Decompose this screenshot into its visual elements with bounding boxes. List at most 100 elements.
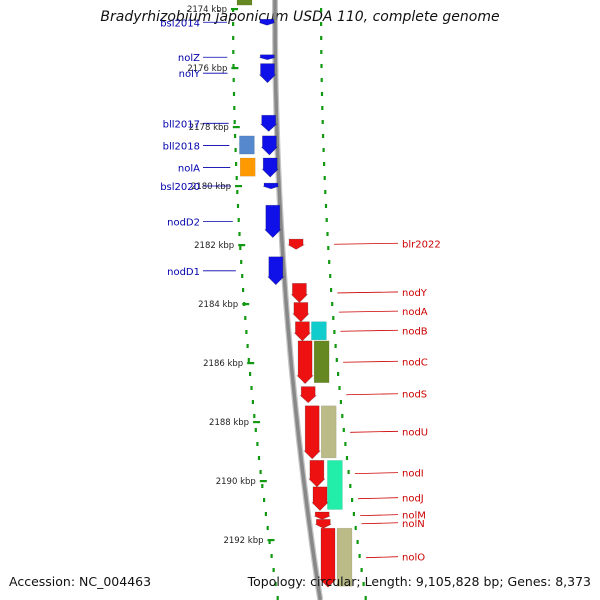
- outer-dotted-guide-dot: [356, 540, 359, 544]
- label-nolZ: nolZ: [178, 53, 200, 64]
- gene-nolM: [314, 511, 331, 520]
- gene-nodA: [292, 302, 310, 323]
- outer-dotted-guide-dot: [333, 330, 336, 334]
- gene-nolZ: [259, 54, 276, 61]
- inner-dotted-guide-dot: [244, 316, 247, 320]
- topology-label: Topology: circular; Length: 9,105,828 bp…: [247, 574, 591, 589]
- tick-mark-2186: [247, 362, 255, 365]
- inner-dotted-guide-dot: [239, 246, 242, 250]
- dotted-guides: [232, 8, 367, 600]
- label-nodJ: nodJ: [402, 494, 424, 505]
- outer-dotted-guide-dot: [358, 554, 361, 558]
- label-nodB: nodB: [402, 326, 428, 337]
- gene-nodC: [296, 340, 314, 385]
- outer-dotted-guide-dot: [320, 50, 323, 54]
- gene-arrows: [258, 18, 337, 588]
- outer-dotted-guide-dot: [347, 470, 350, 474]
- leader-nodJ: [358, 497, 399, 500]
- outer-dotted-guide-dot: [324, 190, 327, 194]
- gene-nodU: [303, 405, 322, 460]
- cog-box: [236, 0, 253, 6]
- inner-dotted-guide-dot: [241, 274, 244, 278]
- tick-label-2180: 2180 kbp: [191, 182, 231, 192]
- label-bll2017: bll2017: [163, 119, 200, 130]
- gene-nodD1: [266, 256, 285, 286]
- outer-dotted-guide-dot: [344, 442, 347, 446]
- outer-dotted-guide-dot: [321, 106, 324, 110]
- tick-mark-2192: [267, 539, 275, 542]
- genome-backbone: [272, 0, 324, 600]
- outer-dotted-guide-dot: [332, 316, 335, 320]
- inner-dotted-guide-dot: [247, 358, 250, 362]
- label-nodU: nodU: [402, 427, 428, 438]
- genome-title: Bradyrhizobium japonicum USDA 110, compl…: [100, 9, 500, 25]
- outer-dotted-guide-dot: [322, 134, 325, 138]
- gene-nolY: [258, 63, 277, 84]
- leader-nodS: [346, 393, 399, 396]
- label-bsl2020: bsl2020: [160, 182, 200, 193]
- gene-nodD2: [263, 204, 282, 239]
- inner-dotted-guide-dot: [249, 372, 252, 376]
- outer-dotted-guide-dot: [339, 400, 342, 404]
- tick-mark-2174: [231, 8, 238, 11]
- label-nodD1: nodD1: [167, 267, 200, 278]
- label-nolN: nolN: [402, 519, 425, 530]
- cog-box: [336, 527, 353, 587]
- outer-dotted-guide-dot: [335, 358, 338, 362]
- tick-label-2186: 2186 kbp: [203, 359, 243, 369]
- inner-dotted-guide-dot: [232, 36, 235, 40]
- inner-dotted-guide-dot: [240, 260, 243, 264]
- gene-nolA: [261, 157, 280, 178]
- inner-dotted-guide-dot: [261, 484, 264, 488]
- accession-label: Accession: NC_004463: [9, 574, 152, 589]
- scale-ticks: 2174 kbp 2176 kbp 2178 kbp 2180 kbp 2182 kbp…: [187, 5, 275, 546]
- outer-dotted-guide-dot: [330, 288, 333, 292]
- tick-mark-2180: [235, 185, 242, 188]
- cog-boxes: [236, 0, 353, 587]
- label-nolA: nolA: [178, 164, 200, 175]
- label-nodA: nodA: [402, 307, 428, 318]
- inner-dotted-guide-dot: [251, 400, 254, 404]
- cog-box: [313, 340, 330, 383]
- inner-dotted-guide-dot: [263, 498, 266, 502]
- gene-nodI: [308, 460, 326, 488]
- leader-nodI: [354, 472, 399, 475]
- leader-nodU: [350, 430, 399, 433]
- inner-dotted-guide-dot: [274, 582, 277, 586]
- outer-dotted-guide-dot: [324, 204, 328, 208]
- inner-dotted-guide-dot: [276, 596, 279, 600]
- gene-blr2022: [286, 238, 306, 250]
- inner-dotted-guide-dot: [254, 428, 257, 432]
- cog-box: [320, 405, 337, 459]
- outer-dotted-guide-dot: [351, 498, 354, 502]
- gene-nolN: [315, 519, 332, 529]
- outer-dotted-guide-dot: [364, 596, 367, 600]
- leader-nolM: [360, 514, 399, 517]
- gene-nolO: [319, 527, 337, 588]
- tick-label-2174: 2174 kbp: [187, 5, 227, 15]
- inner-dotted-guide-dot: [272, 568, 275, 572]
- outer-dotted-guide-dot: [322, 148, 325, 152]
- label-bll2018: bll2018: [163, 141, 200, 152]
- outer-dotted-guide-dot: [338, 386, 341, 390]
- inner-dotted-guide-dot: [233, 106, 236, 110]
- leader-nodY: [337, 291, 399, 294]
- outer-dotted-guide-dot: [323, 162, 326, 166]
- outer-dotted-guide-dot: [321, 120, 324, 124]
- inner-dotted-guide-dot: [266, 526, 269, 530]
- inner-dotted-guide-dot: [264, 512, 267, 516]
- inner-dotted-guide-dot: [242, 288, 245, 292]
- inner-dotted-guide-dot: [257, 456, 261, 460]
- tick-label-2188: 2188 kbp: [209, 418, 249, 428]
- inner-dotted-guide-dot: [259, 470, 262, 474]
- inner-dotted-guide-dot: [232, 50, 235, 54]
- inner-dotted-guide-dot: [270, 554, 273, 558]
- cog-box: [239, 135, 255, 155]
- outer-dotted-guide-dot: [337, 372, 340, 376]
- gene-nodY: [290, 283, 309, 303]
- gene-bll2018: [260, 135, 279, 156]
- outer-dotted-guide-dot: [320, 64, 323, 68]
- inner-dotted-guide-dot: [234, 134, 237, 138]
- outer-dotted-guide-dot: [328, 260, 331, 264]
